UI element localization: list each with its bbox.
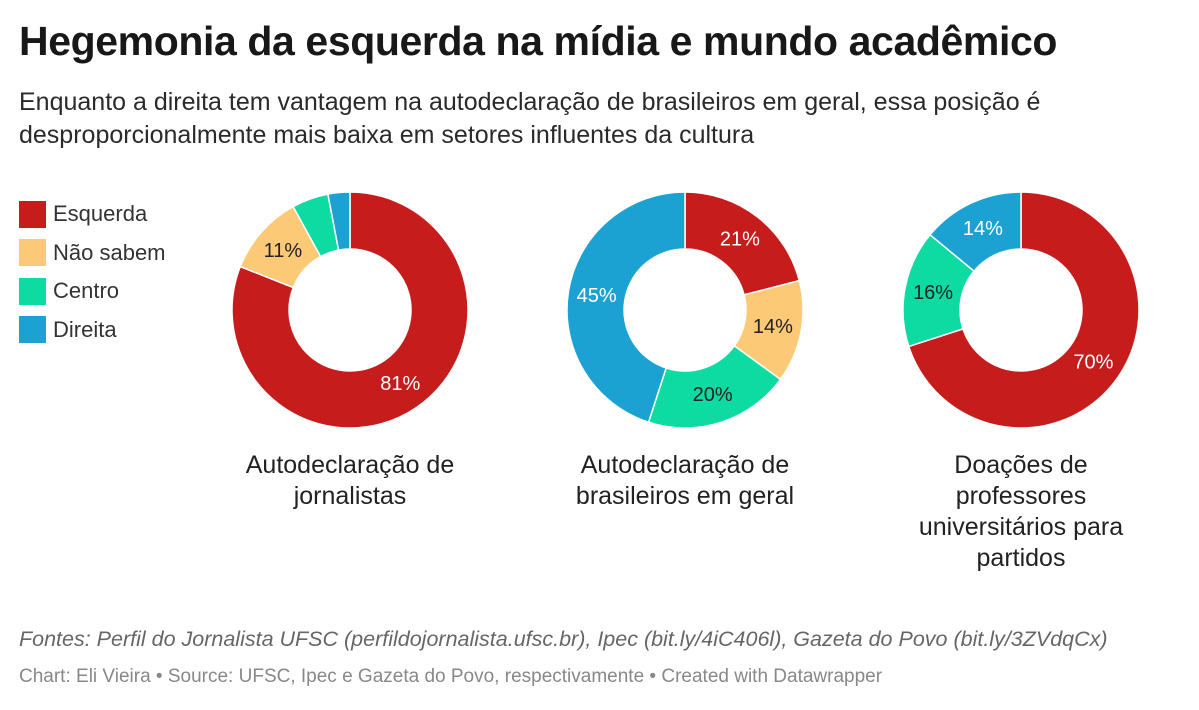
donut-charts: 81% 11% 21% 14% 20% 45% 70% 16% 14% [231,191,1140,429]
legend-swatch-esquerda [19,200,46,228]
donut-2-slice-direita [929,191,1022,273]
chart-caption-jornalistas: Autodeclaração de jornalistas [220,450,480,512]
donut-1-slice-esquerda [684,191,801,296]
chart-caption-professores: Doações de professores universitários pa… [891,450,1151,574]
legend-swatch-direita [19,316,46,343]
legend-item-esquerda: Esquerda [19,200,166,228]
donut-1-slice-direita [566,191,686,424]
chart-subtitle: Enquanto a direita tem vantagem na autod… [19,88,1041,149]
donut-1-slice-centro [647,344,782,429]
caption-line: professores [955,482,1087,510]
legend-label-esquerda: Esquerda [53,201,148,226]
chart-caption-brasileiros: Autodeclaração de brasileiros em geral [555,450,815,512]
caption-line: jornalistas [293,482,407,510]
caption-line: partidos [976,544,1066,572]
legend-swatch-centro [19,277,46,305]
legend: Esquerda Não sabem Centro Direita [19,200,166,355]
legend-item-centro: Centro [19,277,166,305]
legend-label-centro: Centro [53,278,120,303]
chart-title: Hegemonia da esquerda na mídia e mundo a… [19,18,1057,64]
donut-1-label-direita: 45% [577,285,617,307]
caption-line: brasileiros em geral [575,482,795,510]
donut-1-label-centro: 20% [693,384,733,406]
legend-swatch-nao-sabem [19,239,46,266]
caption-line: Autodeclaração de [245,451,455,479]
legend-item-direita: Direita [19,316,166,343]
donut-0-label-nao-sabem: 11% [264,240,303,262]
legend-label-direita: Direita [53,316,117,342]
legend-label-nao-sabem: Não sabem [53,239,166,265]
donut-0-slice-esquerda [231,191,469,429]
donut-2-label-direita: 14% [963,218,1003,240]
donut-1-label-esquerda: 21% [720,228,760,250]
source-notes: Fontes: Perfil do Jornalista UFSC (perfi… [19,627,1108,651]
donut-2-label-esquerda: 70% [1073,352,1113,374]
caption-line: Doações de [954,451,1088,479]
caption-line: universitários para [918,513,1124,541]
donut-2-label-centro: 16% [913,282,953,304]
chart-credit: Chart: Eli Vieira • Source: UFSC, Ipec e… [19,666,883,687]
donut-1-label-nao-sabem: 14% [753,316,793,338]
donut-2-slice-esquerda [907,191,1140,429]
donut-0-slice-direita [327,191,351,251]
legend-item-nao-sabem: Não sabem [19,239,166,266]
donut-0-label-esquerda: 81% [380,373,420,395]
caption-line: Autodeclaração de [580,451,790,479]
